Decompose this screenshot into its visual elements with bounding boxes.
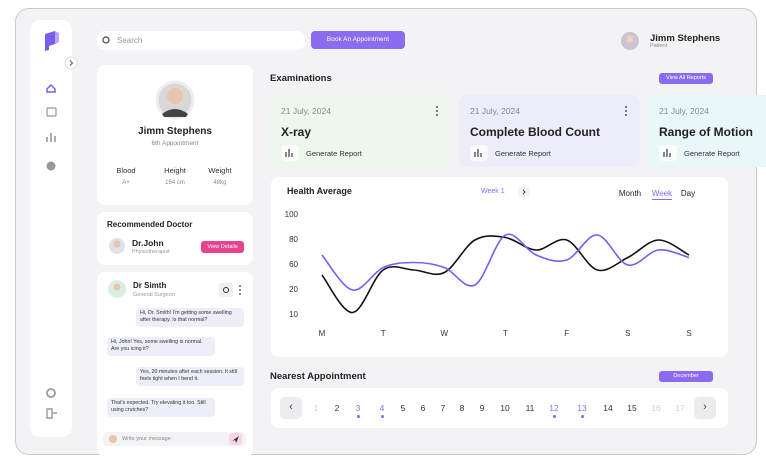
report-icon-bar [474, 152, 476, 157]
user-role: Patient [650, 43, 668, 49]
chat-message: Yes, 20 minutes after each session. It s… [136, 367, 244, 386]
view-all-button[interactable]: View All Reports [659, 73, 713, 84]
exam-card[interactable] [270, 95, 451, 167]
profile-appointments: 6th Appointment [151, 140, 199, 147]
report-icon-bar [291, 153, 293, 157]
prev-button[interactable]: ‹ [280, 397, 302, 419]
book-button[interactable]: Book An Appointment [311, 31, 405, 49]
doctor-specialty: Physiotherapist [132, 249, 170, 255]
day[interactable]: 9 [479, 403, 485, 413]
day[interactable]: 4 [379, 403, 385, 413]
card-menu-dot[interactable] [436, 106, 438, 108]
date-strip [271, 388, 728, 428]
report-icon-bar [663, 152, 665, 157]
day[interactable]: 5 [400, 403, 406, 413]
card-menu-dot[interactable] [436, 114, 438, 116]
card-menu-dot[interactable] [436, 110, 438, 112]
card-menu-dot[interactable] [625, 110, 627, 112]
report-icon-box [659, 145, 677, 161]
exam-action[interactable]: Generate Report [495, 149, 551, 158]
day[interactable]: 14 [603, 403, 613, 413]
chart-tab[interactable]: Day [680, 189, 696, 198]
day[interactable]: 8 [459, 403, 465, 413]
chat-doctor: Dr Simth [133, 281, 167, 290]
report-icon-box [470, 145, 488, 161]
active-tab-underline [652, 199, 672, 200]
input-placeholder: Write your message [122, 436, 171, 442]
doctor-name: Dr.John [132, 238, 164, 248]
next-button[interactable]: › [694, 397, 716, 419]
recommended-title: Recommended Doctor [107, 220, 193, 229]
appointments-title: Nearest Appointment [270, 371, 366, 382]
exam-action[interactable]: Generate Report [684, 149, 740, 158]
day[interactable]: 13 [577, 403, 587, 413]
exam-action[interactable]: Generate Report [306, 149, 362, 158]
report-icon-bar [285, 152, 287, 157]
card-menu-dot[interactable] [625, 114, 627, 116]
day[interactable]: 16 [651, 403, 661, 413]
exam-date: 21 July, 2024 [659, 106, 709, 116]
day[interactable]: 11 [525, 403, 535, 413]
message-input[interactable] [103, 432, 246, 446]
chart-title: Health Average [287, 186, 352, 196]
day[interactable]: 6 [420, 403, 426, 413]
chat-specialty: General Surgeon [133, 292, 175, 298]
stat-value: 164 cm [165, 180, 185, 186]
month-pill[interactable]: December [659, 371, 713, 382]
chart-card [271, 177, 728, 357]
profile-name: Jimm Stephens [138, 126, 212, 137]
exam-date: 21 July, 2024 [470, 106, 520, 116]
chat-card [97, 272, 253, 457]
report-icon-bar [669, 153, 671, 157]
exam-title: Range of Motion [659, 125, 753, 139]
report-icon-bar [288, 149, 290, 157]
day[interactable]: 15 [627, 403, 637, 413]
chart-period: Week 1 [481, 188, 505, 195]
day[interactable]: 17 [675, 403, 685, 413]
stat-label: Blood [116, 166, 136, 175]
booked-dot [580, 415, 584, 418]
exam-title: X-ray [281, 125, 312, 139]
stat-label: Weight [208, 166, 232, 175]
chart-tab[interactable]: Month [618, 189, 642, 198]
report-icon-bar [477, 149, 479, 157]
search-placeholder: Search [117, 36, 143, 45]
view-details-button[interactable]: View Details [201, 241, 244, 253]
booked-dot [380, 415, 384, 418]
chat-message: Hi, Dr. Smith! I'm getting some swelling… [136, 308, 244, 327]
sidebar [30, 20, 72, 437]
report-icon-box [281, 145, 299, 161]
day[interactable]: 2 [334, 403, 340, 413]
exam-card[interactable] [459, 95, 640, 167]
exam-title: Complete Blood Count [470, 125, 600, 139]
chat-search-button[interactable] [219, 283, 233, 297]
send-button[interactable] [229, 433, 242, 445]
day[interactable]: 3 [355, 403, 361, 413]
search-box[interactable] [97, 31, 305, 50]
day[interactable]: 12 [549, 403, 559, 413]
booked-dot [356, 415, 360, 418]
stat-value: A+ [122, 180, 130, 186]
chat-message: Hi, John! Yes, some swelling is normal. … [107, 337, 215, 356]
stat-label: Height [164, 166, 186, 175]
report-icon-bar [480, 153, 482, 157]
stat-value: 48kg [213, 180, 227, 186]
exam-date: 21 July, 2024 [281, 106, 331, 116]
examinations-title: Examinations [270, 73, 332, 84]
day[interactable]: 7 [440, 403, 446, 413]
chart-tab[interactable]: Week [651, 189, 673, 198]
card-menu-dot[interactable] [625, 106, 627, 108]
day[interactable]: 1 [313, 403, 319, 413]
chat-message: That's expected. Try elevating it too. S… [107, 398, 215, 417]
user-name: Jimm Stephens [650, 33, 721, 44]
booked-dot [552, 415, 556, 418]
report-icon-bar [666, 149, 668, 157]
day[interactable]: 10 [500, 403, 510, 413]
